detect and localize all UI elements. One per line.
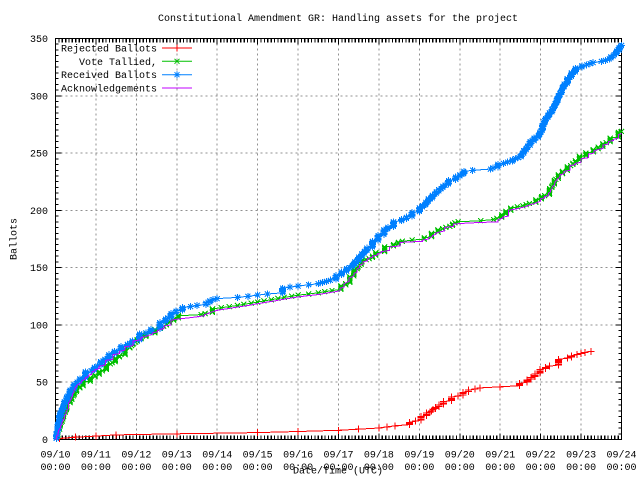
svg-text:Rejected Ballots: Rejected Ballots: [61, 44, 157, 56]
svg-text:09/23: 09/23: [566, 450, 596, 462]
svg-text:00:00: 00:00: [485, 463, 515, 474]
svg-text:09/11: 09/11: [81, 450, 111, 462]
svg-text:00:00: 00:00: [404, 463, 434, 474]
svg-text:Date/Time (UTC): Date/Time (UTC): [293, 466, 383, 478]
svg-text:09/16: 09/16: [283, 450, 313, 462]
svg-text:Received Ballots: Received Ballots: [61, 70, 157, 82]
svg-text:300: 300: [30, 92, 48, 103]
svg-text:00:00: 00:00: [566, 463, 596, 474]
svg-text:200: 200: [30, 207, 48, 218]
svg-text:09/17: 09/17: [323, 450, 353, 462]
svg-text:00:00: 00:00: [81, 463, 111, 474]
svg-text:250: 250: [30, 150, 48, 161]
svg-text:00:00: 00:00: [40, 463, 70, 474]
svg-text:09/10: 09/10: [40, 450, 70, 462]
svg-text:09/22: 09/22: [526, 450, 556, 462]
svg-text:09/12: 09/12: [121, 450, 151, 462]
svg-text:100: 100: [30, 321, 48, 332]
svg-text:50: 50: [36, 379, 48, 390]
svg-text:00:00: 00:00: [243, 463, 273, 474]
svg-text:00:00: 00:00: [162, 463, 192, 474]
svg-text:00:00: 00:00: [526, 463, 556, 474]
svg-text:00:00: 00:00: [606, 463, 636, 474]
svg-text:09/15: 09/15: [243, 450, 273, 462]
svg-text:00:00: 00:00: [364, 463, 394, 474]
svg-text:Vote Tallied,: Vote Tallied,: [79, 57, 157, 69]
svg-text:00:00: 00:00: [121, 463, 151, 474]
svg-text:09/13: 09/13: [162, 450, 192, 462]
svg-text:Constitutional Amendment GR: H: Constitutional Amendment GR: Handling as…: [158, 13, 518, 25]
svg-text:09/20: 09/20: [445, 450, 475, 462]
svg-text:0: 0: [42, 436, 48, 447]
svg-text:00:00: 00:00: [283, 463, 313, 474]
svg-text:Acknowledgements: Acknowledgements: [61, 84, 157, 96]
svg-text:00:00: 00:00: [323, 463, 353, 474]
svg-text:09/21: 09/21: [485, 450, 515, 462]
svg-text:09/24: 09/24: [606, 450, 636, 462]
svg-text:Ballots: Ballots: [9, 218, 21, 260]
svg-text:350: 350: [30, 35, 48, 46]
svg-text:09/18: 09/18: [364, 450, 394, 462]
svg-text:09/14: 09/14: [202, 450, 232, 462]
svg-text:150: 150: [30, 264, 48, 275]
svg-text:00:00: 00:00: [202, 463, 232, 474]
svg-text:00:00: 00:00: [445, 463, 475, 474]
svg-text:09/19: 09/19: [404, 450, 434, 462]
